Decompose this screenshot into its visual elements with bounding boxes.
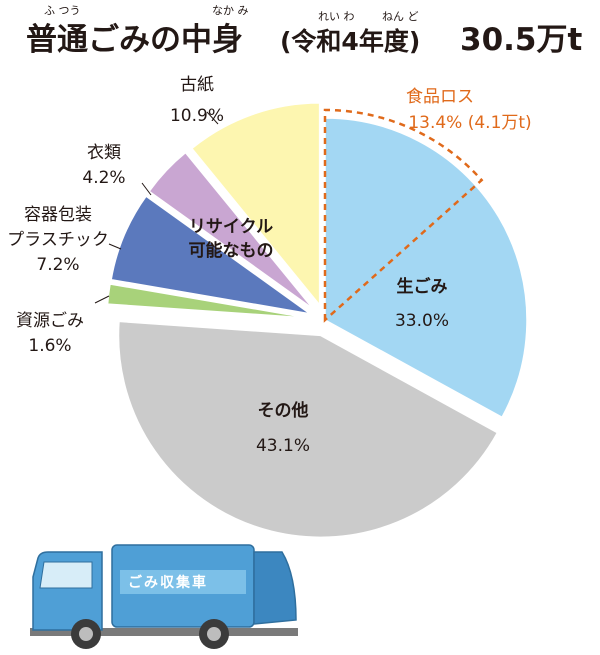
label-shigengomi: 資源ごみ — [16, 311, 84, 331]
slice-irui — [148, 151, 314, 310]
label-youki-1: 容器包装 — [24, 205, 92, 225]
leader-lines — [94, 111, 219, 304]
ruby-reiwa: れい わ — [318, 10, 355, 23]
value-shigengomi: 1.6% — [28, 336, 71, 356]
value-youki: 7.2% — [36, 255, 79, 275]
chart-title-total: 30.5万t — [460, 22, 582, 58]
garbage-truck-illustration: ごみ収集車 — [30, 544, 298, 649]
leader-shigengomi — [94, 295, 110, 304]
leader-irui — [141, 182, 152, 196]
value-namagomi: 33.0% — [395, 311, 449, 331]
slice-koshi — [190, 102, 321, 308]
truck-rear-hopper — [253, 551, 297, 625]
value-irui: 4.2% — [82, 168, 125, 188]
ruby-futsuu: ふ つう — [44, 4, 81, 17]
truck-front-hub — [79, 627, 93, 641]
label-irui: 衣類 — [87, 143, 121, 163]
value-food-loss: 13.4% (4.1万t) — [408, 113, 531, 133]
value-sonota: 43.1% — [256, 436, 310, 456]
value-koshi: 10.9% — [170, 106, 224, 126]
label-food-loss: 食品ロス — [406, 87, 474, 107]
truck-window — [39, 561, 93, 589]
food-loss-dashed-region — [323, 108, 484, 323]
chart-title-year: (令和4年度) — [280, 27, 420, 56]
slice-youki-plastic — [110, 195, 311, 315]
truck-label-plate — [120, 570, 246, 594]
truck-chassis — [30, 628, 298, 636]
label-youki-2: プラスチック — [7, 230, 109, 250]
truck-rear-hub — [207, 627, 221, 641]
pie-slices — [106, 102, 528, 539]
label-recycle-2: 可能なもの — [189, 240, 274, 261]
leader-koshi — [206, 111, 219, 125]
slice-shigengomi — [106, 283, 310, 319]
leader-youki — [108, 243, 122, 250]
label-koshi: 古紙 — [180, 75, 214, 95]
slice-namagomi — [324, 117, 528, 419]
label-sonota: その他 — [258, 400, 309, 421]
label-recycle-1: リサイクル — [189, 217, 273, 237]
chart-title: 普通ごみの中身 — [26, 22, 243, 58]
ruby-nakami: なか み — [212, 4, 249, 17]
pie-overlays — [323, 108, 484, 323]
label-namagomi: 生ごみ — [397, 276, 448, 297]
ruby-nendo: ねん ど — [382, 10, 419, 23]
slice-labels: 生ごみ 33.0% その他 43.1% 資源ごみ 1.6% 容器包装 プラスチッ… — [7, 75, 532, 456]
truck-label: ごみ収集車 — [128, 574, 208, 591]
slice-sonota — [117, 320, 499, 539]
